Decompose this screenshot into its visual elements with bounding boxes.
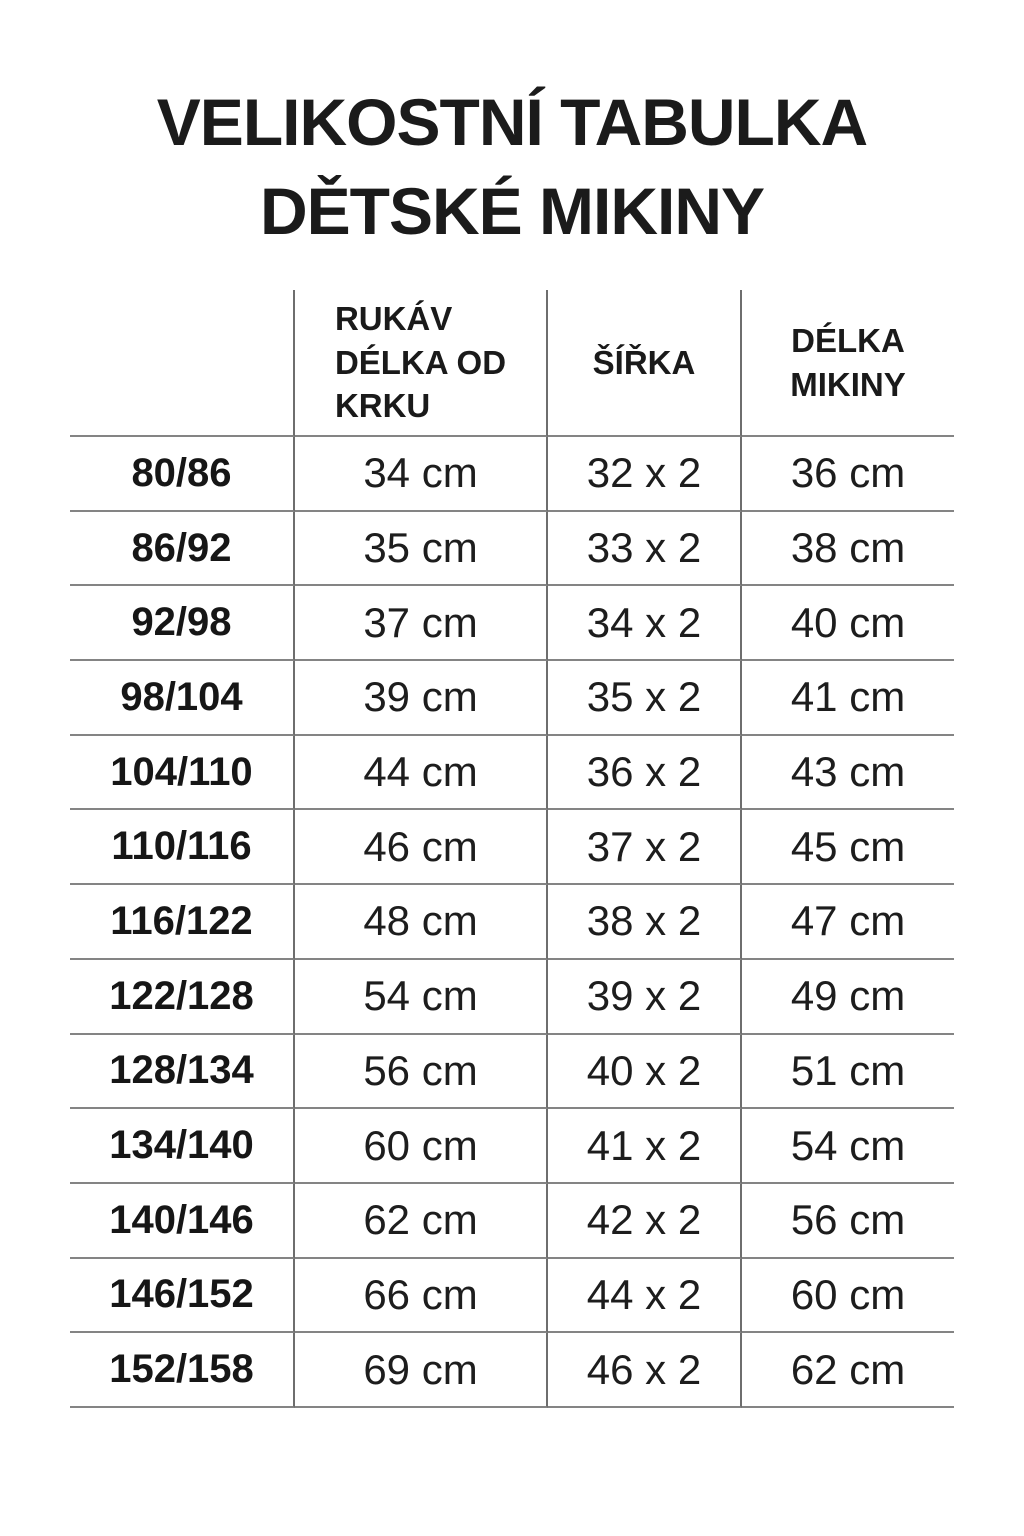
sleeve-cell: 48 cm — [295, 885, 548, 960]
header-sleeve-label: RUKÁV DÉLKA OD KRKU — [334, 299, 507, 425]
sleeve-cell: 62 cm — [295, 1183, 548, 1259]
length-cell: 49 cm — [742, 960, 954, 1035]
length-cell: 56 cm — [742, 1184, 954, 1259]
sleeve-cell: 60 cm — [295, 1109, 548, 1184]
width-cell: 46 x 2 — [548, 1333, 742, 1408]
size-cell: 152/158 — [70, 1333, 295, 1408]
length-cell: 54 cm — [742, 1109, 954, 1184]
size-cell: 86/92 — [70, 511, 295, 587]
length-cell: 36 cm — [742, 437, 954, 512]
header-cell-hoodie-length: DÉLKA MIKINY — [742, 290, 954, 437]
sleeve-cell: 56 cm — [295, 1034, 548, 1110]
length-cell: 41 cm — [742, 661, 954, 736]
size-cell: 80/86 — [70, 437, 295, 512]
width-cell: 33 x 2 — [548, 511, 742, 587]
header-cell-width: ŠÍŘKA — [548, 290, 742, 437]
length-cell: 60 cm — [742, 1259, 954, 1334]
length-cell: 45 cm — [742, 810, 954, 886]
header-cell-sleeve-length: RUKÁV DÉLKA OD KRKU — [295, 290, 548, 437]
size-cell: 146/152 — [70, 1258, 295, 1334]
width-cell: 41 x 2 — [548, 1109, 742, 1184]
sleeve-cell: 44 cm — [295, 735, 548, 811]
sleeve-cell: 35 cm — [295, 511, 548, 587]
width-cell: 32 x 2 — [548, 437, 742, 512]
size-cell: 98/104 — [70, 661, 295, 736]
width-cell: 42 x 2 — [548, 1183, 742, 1259]
length-cell: 38 cm — [742, 512, 954, 587]
sleeve-cell: 46 cm — [295, 810, 548, 886]
page-title: VELIKOSTNÍ TABULKA DĚTSKÉ MIKINY — [0, 78, 1024, 256]
size-cell: 104/110 — [70, 735, 295, 811]
size-cell: 140/146 — [70, 1183, 295, 1259]
size-cell: 116/122 — [70, 885, 295, 960]
length-cell: 51 cm — [742, 1035, 954, 1110]
size-cell: 122/128 — [70, 959, 295, 1035]
page-title-line-1: VELIKOSTNÍ TABULKA — [156, 85, 868, 159]
width-cell: 35 x 2 — [548, 661, 742, 736]
sleeve-cell: 34 cm — [295, 437, 548, 512]
header-width-label: ŠÍŘKA — [592, 343, 696, 381]
length-cell: 62 cm — [742, 1333, 954, 1408]
width-cell: 39 x 2 — [548, 959, 742, 1035]
size-cell: 128/134 — [70, 1034, 295, 1110]
size-cell: 134/140 — [70, 1109, 295, 1184]
sleeve-cell: 37 cm — [295, 586, 548, 662]
width-cell: 36 x 2 — [548, 735, 742, 811]
size-cell: 110/116 — [70, 810, 295, 886]
length-cell: 47 cm — [742, 885, 954, 960]
width-cell: 34 x 2 — [548, 586, 742, 662]
sleeve-cell: 66 cm — [295, 1258, 548, 1334]
page-title-line-2: DĚTSKÉ MIKINY — [259, 174, 765, 249]
size-table: RUKÁV DÉLKA OD KRKU ŠÍŘKA DÉLKA MIKINY 8… — [70, 290, 954, 1408]
length-cell: 40 cm — [742, 586, 954, 662]
width-cell: 44 x 2 — [548, 1258, 742, 1334]
width-cell: 37 x 2 — [548, 810, 742, 886]
size-cell: 92/98 — [70, 586, 295, 662]
length-cell: 43 cm — [742, 736, 954, 811]
sleeve-cell: 69 cm — [295, 1333, 548, 1408]
header-cell-size — [70, 290, 295, 437]
width-cell: 38 x 2 — [548, 885, 742, 960]
sleeve-cell: 39 cm — [295, 661, 548, 736]
width-cell: 40 x 2 — [548, 1034, 742, 1110]
header-length-label: DÉLKA MIKINY — [790, 321, 906, 403]
sleeve-cell: 54 cm — [295, 959, 548, 1035]
